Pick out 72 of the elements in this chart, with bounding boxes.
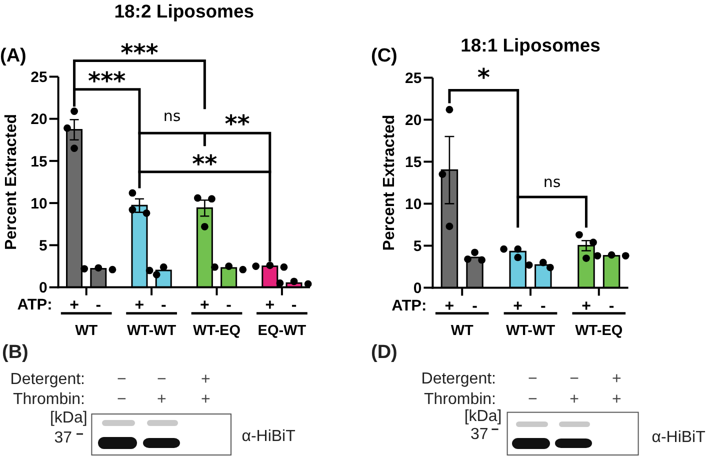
y-tick-label: 10	[30, 195, 48, 212]
y-tick-label: 15	[405, 154, 422, 172]
text: 37	[54, 429, 72, 446]
x-tick-label: WT-EQ	[192, 323, 241, 340]
text: (C)	[371, 45, 398, 66]
text: +	[570, 391, 579, 408]
text: Thrombin:	[12, 391, 85, 408]
text: +	[201, 370, 210, 388]
text: +	[612, 391, 622, 408]
text: +	[513, 298, 523, 315]
annotation: *	[477, 64, 490, 92]
text: [kDa]	[464, 408, 502, 425]
text: (B)	[2, 342, 28, 363]
y-tick-label: 25	[30, 69, 48, 86]
x-tick-label: WT	[75, 323, 98, 340]
text: −	[570, 370, 579, 388]
text: -	[226, 296, 232, 314]
text: [kDa]	[50, 409, 88, 426]
text: +	[201, 391, 210, 408]
y-tick-label: 20	[405, 112, 422, 130]
text: +	[200, 296, 210, 314]
text: +	[157, 391, 166, 408]
legend-label: -	[540, 298, 546, 315]
text: α-HiBiT	[652, 428, 706, 446]
annotation: ***	[88, 66, 126, 95]
y-tick-label: 0	[413, 280, 422, 298]
text: Thrombin:	[424, 391, 496, 408]
x-tick-label: EQ-WT	[258, 323, 306, 340]
text: Detergent:	[10, 370, 85, 388]
text: +	[612, 370, 622, 388]
y-axis-title: Percent Extracted	[2, 114, 20, 250]
text: Detergent:	[421, 370, 496, 388]
y-tick-label: 0	[38, 280, 48, 297]
y-tick-label: 5	[38, 238, 48, 255]
text: -	[291, 296, 297, 314]
text: +	[134, 296, 144, 314]
legend-label: +	[444, 298, 454, 315]
text: −	[528, 370, 538, 388]
x-tick-label: WT-EQ	[575, 323, 623, 340]
y-tick-label: 10	[405, 196, 422, 214]
x-tick-label: WT-WT	[126, 323, 176, 340]
y-tick-label: 20	[30, 111, 48, 128]
y-tick-label: 5	[413, 238, 422, 256]
text: (A)	[0, 45, 26, 66]
legend-title: ATP:	[392, 298, 427, 315]
y-axis-title: Percent Extracted	[380, 114, 398, 251]
annotation: **	[224, 110, 250, 138]
annotation: ns	[163, 107, 181, 126]
text: −	[528, 391, 538, 408]
x-tick-label: WT-WT	[506, 323, 556, 340]
text: −	[117, 370, 126, 388]
text: (D)	[371, 342, 398, 363]
text: −	[157, 370, 166, 388]
text: -	[608, 298, 614, 315]
annotation: **	[192, 150, 218, 178]
text: −	[117, 391, 126, 408]
text: α-HiBiT	[242, 428, 296, 445]
legend-title: ATP:	[17, 296, 52, 314]
text: -	[96, 296, 102, 314]
legend-label: -	[160, 296, 166, 314]
y-tick-label: 15	[30, 153, 48, 170]
text: +	[582, 298, 591, 315]
x-tick-label: WT	[450, 323, 474, 340]
chart-title: 18:2 Liposomes	[114, 0, 254, 22]
chart-title: 18:1 Liposomes	[460, 34, 600, 56]
text: -	[472, 298, 478, 315]
legend-label: +	[70, 296, 79, 314]
text: 37	[470, 426, 488, 444]
annotation: ns	[543, 172, 561, 191]
y-tick-label: 25	[405, 70, 422, 88]
text: ***	[120, 39, 159, 68]
text: +	[265, 296, 275, 314]
